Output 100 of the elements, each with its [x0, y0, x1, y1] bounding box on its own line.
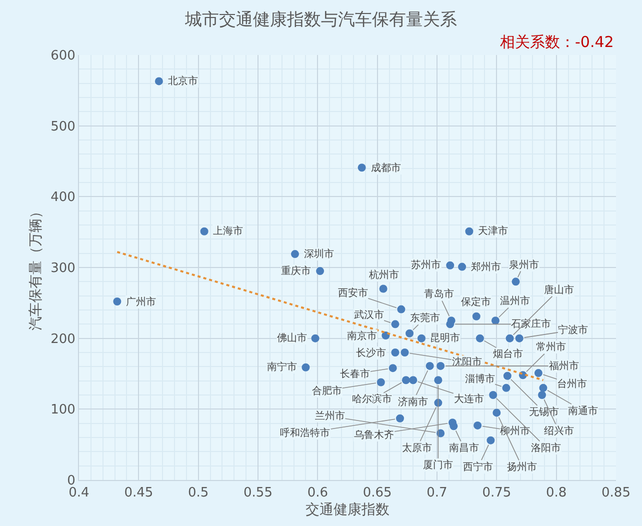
- x-axis-title: 交通健康指数: [306, 502, 390, 518]
- point: [396, 414, 404, 422]
- annotation: 太原市: [402, 442, 432, 454]
- point: [538, 391, 546, 399]
- y-tick-label: 600: [50, 48, 76, 64]
- point: [476, 334, 484, 342]
- x-tick-label: 0.6: [307, 486, 328, 501]
- point: [472, 312, 480, 320]
- y-tick-label: 500: [50, 119, 76, 134]
- text: 相关系数：-0.42: [500, 33, 614, 51]
- point: [458, 262, 466, 271]
- annotation: 郑州市: [471, 261, 501, 273]
- annotation: 烟台市: [493, 348, 523, 360]
- point: [379, 284, 388, 293]
- annotation: 合肥市: [312, 385, 342, 397]
- point: [154, 77, 163, 86]
- x-tick-label: 0.5: [188, 486, 209, 501]
- annotation: 淄博市: [465, 373, 495, 385]
- point: [512, 278, 520, 286]
- chart-title: 城市交通健康指数与汽车保有量关系: [184, 10, 457, 30]
- annotation: 重庆市: [281, 265, 311, 277]
- annotation: 杭州市: [368, 269, 399, 281]
- annotation: 南京市: [347, 330, 377, 342]
- point: [474, 421, 482, 430]
- point: [406, 329, 414, 338]
- annotation: 长春市: [340, 368, 370, 380]
- point: [400, 348, 409, 356]
- point: [534, 369, 542, 378]
- annotation: 长沙市: [356, 347, 386, 359]
- y-tick-label: 200: [50, 332, 76, 347]
- y-axis-title: 汽车保有量（万辆）: [28, 204, 44, 330]
- annotation: 宁波市: [558, 324, 588, 336]
- point: [434, 376, 442, 384]
- annotation: 温州市: [500, 295, 530, 307]
- x-tick-label: 0.4: [68, 486, 90, 501]
- point: [388, 364, 397, 372]
- point: [503, 372, 512, 380]
- annotation: 泉州市: [509, 259, 539, 271]
- annotation: 保定市: [461, 296, 491, 308]
- point: [486, 436, 495, 444]
- annotation: 常州市: [536, 341, 566, 353]
- annotation: 东莞市: [410, 312, 440, 324]
- x-tick-label: 0.75: [482, 486, 512, 501]
- point: [316, 267, 324, 276]
- annotation: 佛山市: [277, 332, 307, 344]
- x-tick-label: 0.55: [244, 486, 272, 501]
- annotation: 青岛市: [424, 288, 454, 300]
- annotation: 广州市: [126, 296, 156, 308]
- annotation: 兰州市: [315, 410, 345, 422]
- point: [113, 298, 122, 306]
- x-tick-label: 0.8: [546, 486, 567, 501]
- point: [465, 227, 474, 236]
- annotation: 昆明市: [430, 332, 460, 344]
- point: [539, 384, 548, 392]
- annotation: 成都市: [371, 162, 401, 174]
- annotation: 西宁市: [463, 461, 493, 473]
- point: [515, 334, 524, 342]
- annotation: 呼和浩特市: [280, 427, 330, 439]
- x-tick-label: 0.7: [426, 486, 448, 501]
- annotation: 大连市: [454, 393, 484, 405]
- point: [200, 227, 208, 236]
- point: [426, 362, 434, 370]
- annotation: 北京市: [168, 75, 198, 87]
- point: [491, 316, 500, 325]
- point: [302, 363, 310, 372]
- annotation: 扬州市: [507, 461, 537, 473]
- point: [502, 384, 510, 392]
- point: [450, 422, 458, 430]
- point: [489, 391, 498, 399]
- point: [358, 164, 366, 172]
- annotation: 洛阳市: [531, 442, 561, 454]
- point: [391, 348, 400, 356]
- annotation: 绍兴市: [544, 425, 574, 437]
- point: [376, 378, 385, 386]
- annotation: 福州市: [549, 360, 579, 372]
- annotation: 南昌市: [449, 442, 479, 454]
- annotation: 台州市: [557, 378, 587, 390]
- point: [436, 429, 445, 438]
- annotation: 哈尔滨市: [352, 393, 392, 405]
- point: [391, 320, 400, 328]
- x-tick-label: 0.65: [362, 486, 392, 501]
- annotation: 深圳市: [304, 248, 334, 260]
- point: [492, 408, 501, 417]
- point: [417, 334, 426, 342]
- point: [446, 261, 454, 270]
- point: [436, 362, 445, 370]
- annotation: 南通市: [568, 405, 598, 417]
- annotation: 唐山市: [544, 284, 574, 296]
- annotation: 厦门市: [423, 459, 453, 471]
- annotation: 乌鲁木齐: [354, 429, 394, 441]
- point: [311, 334, 320, 342]
- point: [402, 376, 410, 384]
- x-tick-label: 0.45: [124, 486, 154, 501]
- annotation: 西安市: [338, 287, 368, 299]
- annotation: 天津市: [478, 225, 508, 237]
- annotation: 苏州市: [411, 259, 441, 271]
- y-tick-label: 100: [50, 402, 76, 418]
- point: [506, 334, 514, 342]
- x-tick-label: 0.85: [602, 486, 630, 501]
- point: [290, 250, 299, 258]
